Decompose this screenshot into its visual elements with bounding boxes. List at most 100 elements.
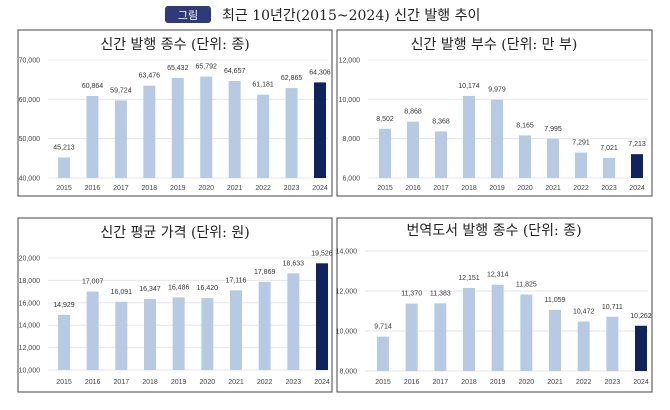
chart-3-bar-2022 — [258, 281, 271, 370]
chart-2-xtick-label: 2015 — [377, 185, 393, 192]
chart-2-bar-2018 — [463, 95, 475, 178]
chart-2-bar-2024 — [631, 154, 643, 178]
chart-4-ytick-label: 12,000 — [336, 289, 358, 296]
chart-4-data-label: 11,383 — [430, 290, 451, 297]
chart-4-bar-2022 — [577, 321, 590, 371]
chart-3-xtick-label: 2017 — [114, 379, 130, 386]
chart-1-title: 신간 발행 종수 (단위: 종) — [100, 37, 249, 53]
chart-3-ytick-label: 14,000 — [19, 323, 41, 330]
chart-4-bar-2015 — [377, 336, 389, 371]
chart-2-data-label: 8,868 — [404, 109, 422, 116]
chart-3-xtick-label: 2019 — [171, 379, 187, 386]
chart-4-data-label: 11,825 — [516, 282, 537, 289]
chart-1-xtick-label: 2017 — [113, 185, 129, 192]
chart-4-data-label: 10,711 — [602, 304, 623, 311]
chart-2-bar-2017 — [435, 131, 447, 178]
chart-4-xtick-label: 2023 — [605, 379, 621, 386]
chart-1-ytick-label: 70,000 — [19, 58, 41, 65]
chart-4-xtick-label: 2017 — [433, 379, 449, 386]
chart-1-xtick-label: 2023 — [284, 185, 300, 192]
chart-1-bar-2019 — [171, 77, 184, 178]
chart-2-ytick-label: 10,000 — [339, 97, 361, 104]
chart-1-bar-2022 — [257, 94, 270, 178]
chart-1-bar-2015 — [58, 157, 70, 178]
chart-1-xtick-label: 2015 — [56, 185, 72, 192]
chart-2-bar-2019 — [491, 99, 503, 178]
chart-2-ytick-label: 8,000 — [342, 136, 360, 143]
chart-1-xtick-label: 2022 — [255, 185, 271, 192]
chart-3-bar-2020 — [201, 298, 214, 370]
chart-2-data-label: 8,165 — [516, 122, 534, 129]
chart-2-data-label: 7,021 — [600, 145, 618, 152]
chart-3-data-label: 19,526 — [311, 250, 333, 257]
chart-3-bar-2019 — [172, 297, 185, 370]
chart-3-xtick-label: 2015 — [56, 379, 72, 386]
chart-2-bar-2021 — [547, 138, 559, 178]
chart-3-bar-2015 — [58, 314, 70, 370]
chart-4-xtick-label: 2015 — [375, 379, 391, 386]
chart-3-ytick-label: 16,000 — [19, 300, 41, 307]
chart-3-ytick-label: 20,000 — [19, 256, 41, 263]
chart-3-xtick-label: 2018 — [142, 379, 158, 386]
chart-3-bar-2023 — [287, 273, 300, 370]
chart-2-data-label: 8,368 — [432, 118, 450, 125]
chart-3-data-label: 16,347 — [139, 286, 161, 293]
chart-1-data-label: 61,181 — [252, 82, 274, 89]
chart-4-data-label: 11,059 — [545, 297, 566, 304]
chart-1-data-label: 59,724 — [110, 87, 132, 94]
chart-3-data-label: 17,007 — [82, 279, 104, 286]
chart-1-data-label: 64,306 — [309, 69, 331, 76]
chart-2-xtick-label: 2017 — [433, 185, 449, 192]
chart-2-data-label: 7,291 — [572, 140, 590, 147]
chart-1-data-label: 65,432 — [167, 65, 189, 72]
chart-3-xtick-label: 2024 — [314, 379, 330, 386]
chart-4-xtick-label: 2016 — [404, 379, 420, 386]
chart-2-xtick-label: 2020 — [517, 185, 533, 192]
chart-4-bar-2023 — [606, 316, 619, 371]
chart-4-bar-2019 — [491, 284, 504, 371]
chart-1-data-label: 64,657 — [224, 68, 246, 75]
chart-3-data-label: 14,929 — [53, 302, 75, 309]
chart-1-xtick-label: 2024 — [312, 185, 328, 192]
chart-2-bar-2023 — [603, 157, 615, 178]
chart-1-xtick-label: 2021 — [227, 185, 243, 192]
chart-3-data-label: 17,116 — [226, 277, 247, 284]
chart-1-data-label: 45,213 — [53, 144, 75, 151]
chart-4-data-label: 10,262 — [630, 313, 652, 320]
chart-3-ytick-label: 10,000 — [19, 368, 41, 375]
chart-1-data-label: 63,476 — [139, 73, 161, 80]
figure-title: 최근 10년간(2015~2024) 신간 발행 추이 — [222, 8, 480, 24]
chart-4-bar-2024 — [635, 325, 647, 371]
chart-3-data-label: 17,869 — [254, 269, 276, 276]
chart-4-xtick-label: 2020 — [519, 379, 535, 386]
chart-2-data-label: 8,502 — [376, 116, 394, 123]
chart-4-xtick-label: 2022 — [576, 379, 592, 386]
chart-1-data-label: 65,792 — [196, 64, 218, 71]
chart-3-title: 신간 평균 가격 (단위: 원) — [100, 225, 249, 241]
chart-2-bar-2022 — [575, 152, 587, 178]
chart-1-ytick-label: 60,000 — [19, 97, 41, 104]
chart-1-bar-2024 — [314, 82, 326, 178]
chart-1-xtick-label: 2018 — [142, 185, 158, 192]
chart-2-bar-2016 — [407, 121, 419, 178]
chart-2-xtick-label: 2022 — [573, 185, 589, 192]
chart-2-data-label: 10,174 — [458, 83, 480, 90]
figure-badge-label: 그림 — [178, 9, 198, 22]
chart-3-bar-2016 — [86, 291, 99, 370]
chart-1-ytick-label: 50,000 — [19, 136, 41, 143]
chart-4-xtick-label: 2021 — [547, 379, 563, 386]
chart-4-bar-2020 — [520, 294, 533, 371]
chart-1-ytick-label: 40,000 — [19, 176, 41, 183]
chart-2-xtick-label: 2024 — [629, 185, 645, 192]
chart-4-bar-2017 — [434, 303, 447, 371]
chart-1-bar-2016 — [86, 95, 99, 178]
chart-2-data-label: 9,979 — [488, 87, 506, 94]
chart-2-xtick-label: 2023 — [601, 185, 617, 192]
chart-2-xtick-label: 2018 — [461, 185, 477, 192]
chart-4-ytick-label: 14,000 — [336, 249, 358, 256]
chart-1-bar-2020 — [200, 76, 213, 178]
chart-2-data-label: 7,213 — [628, 141, 646, 148]
chart-1-xtick-label: 2016 — [85, 185, 101, 192]
chart-3-data-label: 16,420 — [197, 285, 219, 292]
